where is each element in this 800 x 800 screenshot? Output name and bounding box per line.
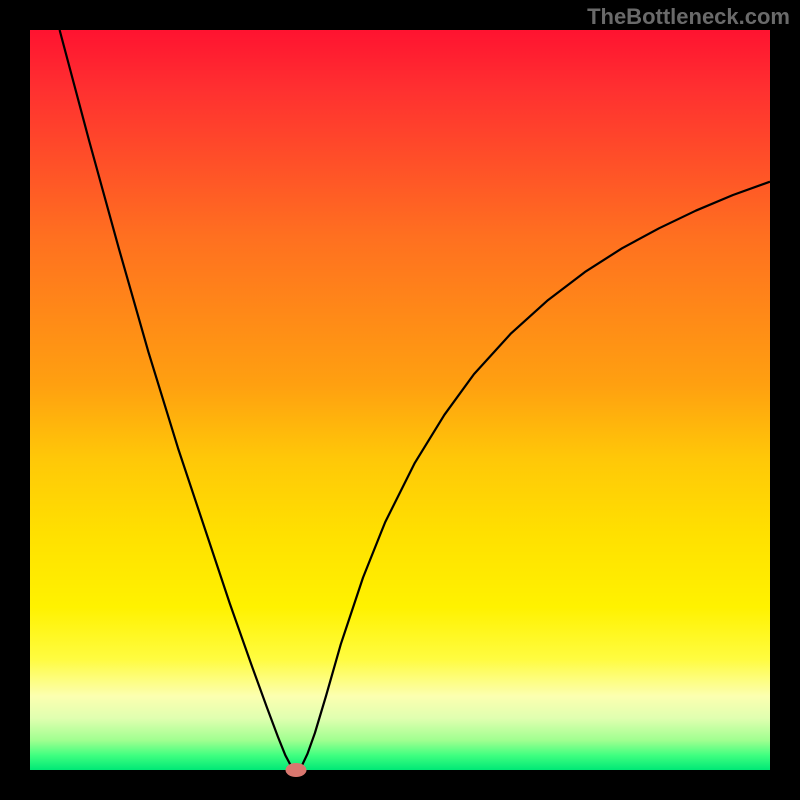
optimal-point-marker [286,763,307,777]
watermark-text: TheBottleneck.com [587,4,790,30]
plot-area [30,30,770,770]
chart-container: TheBottleneck.com [0,0,800,800]
bottleneck-curve [30,30,770,770]
